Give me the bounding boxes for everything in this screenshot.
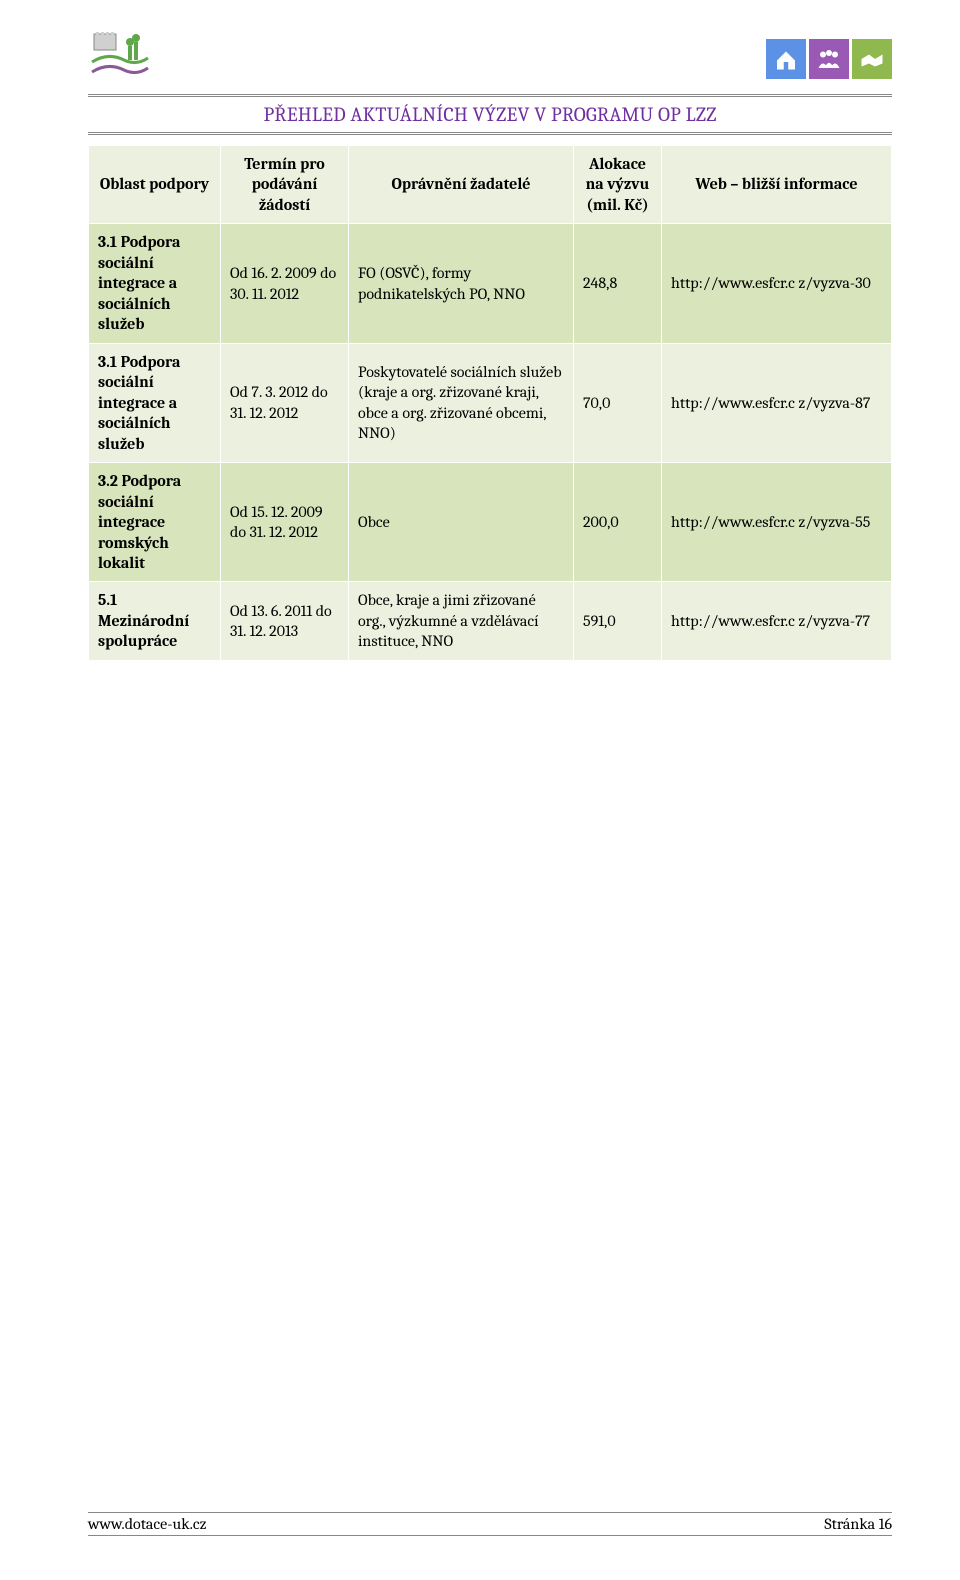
cell-termin: Od 15. 12. 2009 do 31. 12. 2012 [221, 463, 349, 582]
table-header-row: Oblast podpory Termín pro podávání žádos… [89, 146, 892, 224]
cell-oblast: 3.1 Podpora sociální integrace a sociáln… [89, 224, 221, 343]
cell-termin: Od 7. 3. 2012 do 31. 12. 2012 [221, 343, 349, 462]
page-title: PŘEHLED AKTUÁLNÍCH VÝZEV V PROGRAMU OP L… [88, 99, 892, 128]
people-icon [809, 39, 849, 79]
cell-oblast: 3.1 Podpora sociální integrace a sociáln… [89, 343, 221, 462]
cell-web: http://www.esfcr.c z/vyzva-55 [662, 463, 892, 582]
table-row: 5.1 Mezinárodní spolupráce Od 13. 6. 201… [89, 582, 892, 660]
th-zadatele: Oprávnění žadatelé [349, 146, 574, 224]
th-termin: Termín pro podávání žádostí [221, 146, 349, 224]
page-header [88, 28, 892, 90]
th-web: Web – bližší informace [662, 146, 892, 224]
calls-table: Oblast podpory Termín pro podávání žádos… [88, 145, 892, 661]
cell-web: http://www.esfcr.c z/vyzva-87 [662, 343, 892, 462]
divider-top [88, 94, 892, 97]
header-icons [766, 39, 892, 79]
cell-alokace: 591,0 [574, 582, 662, 660]
th-oblast: Oblast podpory [89, 146, 221, 224]
cell-oblast: 5.1 Mezinárodní spolupráce [89, 582, 221, 660]
footer-page-number: Stránka 16 [824, 1515, 892, 1533]
cell-termin: Od 16. 2. 2009 do 30. 11. 2012 [221, 224, 349, 343]
table-row: 3.1 Podpora sociální integrace a sociáln… [89, 224, 892, 343]
house-icon [766, 39, 806, 79]
cell-web: http://www.esfcr.c z/vyzva-77 [662, 582, 892, 660]
table-row: 3.1 Podpora sociální integrace a sociáln… [89, 343, 892, 462]
cell-zadatele: Poskytovatelé sociálních služeb (kraje a… [349, 343, 574, 462]
cell-web: http://www.esfcr.c z/vyzva-30 [662, 224, 892, 343]
cell-zadatele: FO (OSVČ), formy podnikatelských PO, NNO [349, 224, 574, 343]
cell-zadatele: Obce, kraje a jimi zřizované org., výzku… [349, 582, 574, 660]
table-row: 3.2 Podpora sociální integrace romských … [89, 463, 892, 582]
cell-alokace: 248,8 [574, 224, 662, 343]
footer-url: www.dotace-uk.cz [88, 1515, 206, 1533]
divider-under-title [88, 132, 892, 135]
page-footer: www.dotace-uk.cz Stránka 16 [88, 1512, 892, 1536]
handshake-icon [852, 39, 892, 79]
th-alokace: Alokace na výzvu (mil. Kč) [574, 146, 662, 224]
logo-left [88, 30, 152, 88]
cell-alokace: 70,0 [574, 343, 662, 462]
cell-termin: Od 13. 6. 2011 do 31. 12. 2013 [221, 582, 349, 660]
cell-oblast: 3.2 Podpora sociální integrace romských … [89, 463, 221, 582]
cell-alokace: 200,0 [574, 463, 662, 582]
cell-zadatele: Obce [349, 463, 574, 582]
